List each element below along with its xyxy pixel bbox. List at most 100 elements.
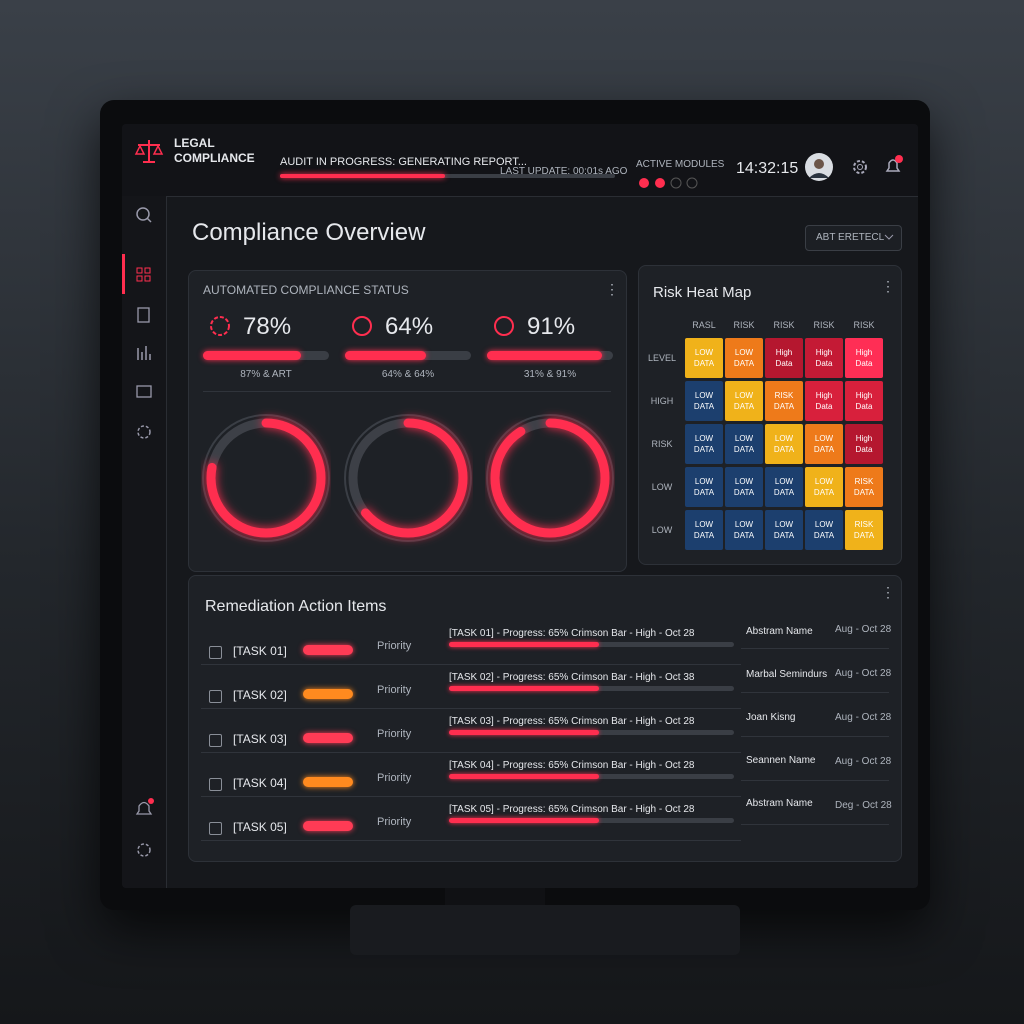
dropdown[interactable]: ABT ERETECL (805, 225, 902, 251)
row-divider (741, 648, 889, 649)
metric-bar (203, 351, 302, 360)
heat-cell: High Data (805, 338, 843, 378)
ring (486, 414, 614, 542)
priority-label: Priority (377, 816, 412, 828)
column-label: RISK (733, 320, 755, 330)
task-id: [TASK 02] (233, 688, 287, 702)
icon-shape (210, 316, 230, 336)
task-description: [TASK 05] - Progress: 65% Crimson Bar - … (449, 804, 695, 815)
metric-value: 64% (385, 313, 434, 340)
metric-value: 78% (243, 313, 292, 340)
metric-bar-track (487, 351, 613, 360)
notification-icon[interactable] (882, 154, 906, 178)
checkbox[interactable] (209, 734, 222, 747)
menu-dots[interactable]: ⋮ (605, 281, 619, 297)
panel-title: Remediation Action Items (205, 598, 387, 615)
row-label: RISK (651, 439, 673, 449)
heat-cell: LOW DATA (765, 424, 803, 464)
priority-pill (303, 689, 353, 699)
menu-dots[interactable]: ⋮ (881, 584, 895, 600)
heat-cell: RISK DATA (845, 467, 883, 507)
task-progress-track (449, 730, 734, 735)
heat-cell: LOW DATA (685, 467, 723, 507)
checkbox[interactable] (209, 822, 222, 835)
heat-cell: LOW DATA (685, 381, 723, 421)
task-description: [TASK 01] - Progress: 65% Crimson Bar - … (449, 628, 695, 639)
logo-icon (134, 140, 164, 163)
row-label: LEVEL (647, 353, 677, 363)
row-label: LOW (651, 482, 673, 492)
dropdown-label: ABT ERETECL (816, 232, 885, 243)
ring-outer (202, 414, 330, 542)
due-date: Aug - Oct 28 (835, 668, 892, 679)
metric-bar (345, 351, 426, 360)
ring-value (206, 418, 326, 538)
menu-dots[interactable]: ⋮ (881, 278, 895, 294)
actions-panel: Remediation Action Items ⋮ [TASK 01] Prio… (188, 575, 902, 862)
owner: Abstram Name (746, 626, 813, 637)
row-divider (201, 752, 741, 753)
priority-label: Priority (377, 640, 412, 652)
heat-cell: LOW DATA (685, 510, 723, 550)
checkbox[interactable] (209, 690, 222, 703)
task-id: [TASK 05] (233, 820, 287, 834)
row-divider (201, 708, 741, 709)
priority-pill (303, 645, 353, 655)
icon-shape (352, 316, 372, 336)
checkbox[interactable] (209, 646, 222, 659)
heat-cell: High Data (765, 338, 803, 378)
screen: LEGAL COMPLIANCE AUDIT IN PROGRESS: GENE… (122, 124, 918, 888)
priority-pill (303, 777, 353, 787)
heat-cell: LOW DATA (685, 338, 723, 378)
task-progress-fill (449, 686, 599, 691)
heat-cell: RISK DATA (765, 381, 803, 421)
audit-progress-fill (280, 174, 445, 178)
ring (202, 414, 330, 542)
audit-progress-track (280, 174, 615, 178)
task-progress-fill (449, 818, 599, 823)
ring (344, 414, 472, 542)
clock: 14:32:15 (736, 160, 799, 177)
ring-value (348, 418, 468, 538)
due-date: Aug - Oct 28 (835, 624, 892, 635)
owner: Abstram Name (746, 798, 813, 809)
header: LEGAL COMPLIANCE AUDIT IN PROGRESS: GENE… (122, 124, 918, 197)
heat-cell: LOW DATA (725, 467, 763, 507)
heat-cell: LOW DATA (725, 338, 763, 378)
row-divider (741, 824, 889, 825)
ring-outer (344, 414, 472, 542)
checkbox[interactable] (209, 778, 222, 791)
priority-pill (303, 733, 353, 743)
row-divider (201, 664, 741, 665)
priority-label: Priority (377, 772, 412, 784)
heat-cell: High Data (845, 338, 883, 378)
task-progress-fill (449, 730, 599, 735)
column-label: RISK (773, 320, 795, 330)
heat-cell: RISK DATA (845, 510, 883, 550)
column-label: RISK (813, 320, 835, 330)
heat-cell: LOW DATA (685, 424, 723, 464)
panel-title: AUTOMATED COMPLIANCE STATUS (203, 283, 409, 297)
metric-bar-track (345, 351, 471, 360)
due-date: Deg - Oct 28 (835, 800, 892, 811)
dropdown-caret (884, 234, 894, 240)
metric-sub: 31% & 91% (523, 369, 577, 380)
row-label: HIGH (650, 396, 674, 406)
avatar[interactable] (804, 152, 834, 182)
owner: Joan Kisng (746, 712, 796, 723)
sidebar (122, 196, 167, 888)
owner: Marbal Semindurs (746, 669, 828, 680)
last-update: LAST UPDATE: 00:01s AGO (500, 166, 628, 177)
priority-label: Priority (377, 684, 412, 696)
heat-cell: LOW DATA (765, 467, 803, 507)
row-divider (741, 736, 889, 737)
settings-icon[interactable] (850, 157, 870, 177)
task-description: [TASK 04] - Progress: 65% Crimson Bar - … (449, 760, 695, 771)
metric-icon (494, 316, 514, 336)
panel-title: Risk Heat Map (653, 284, 752, 301)
heat-cell: High Data (805, 381, 843, 421)
sidebar-icons (122, 207, 154, 857)
heat-cell: LOW DATA (725, 510, 763, 550)
metric-sub: 87% & ART (240, 369, 292, 380)
